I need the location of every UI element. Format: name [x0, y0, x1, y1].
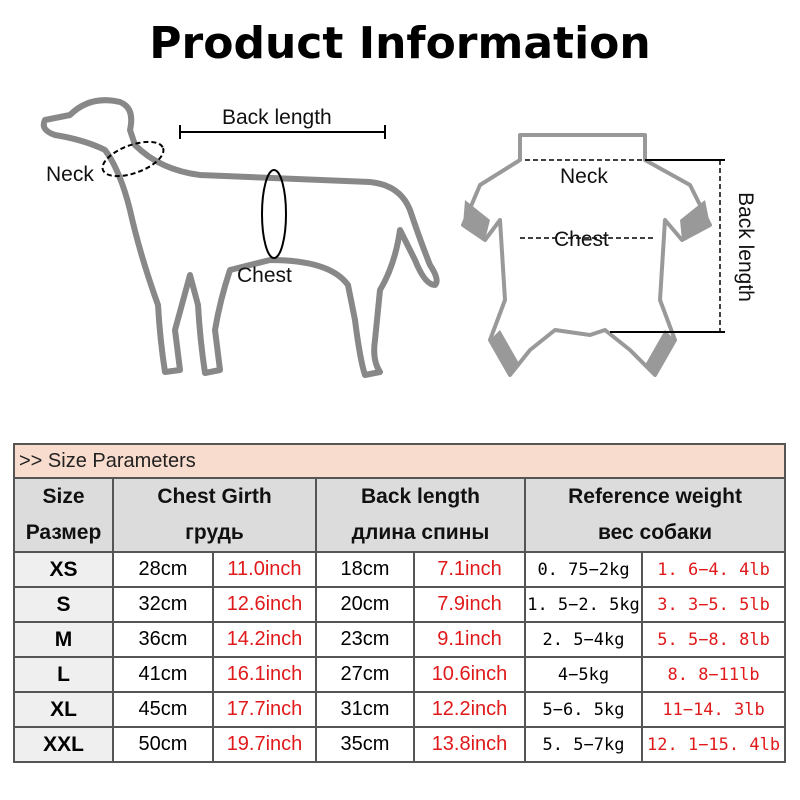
cell-chest-in: 19.7inch — [212, 726, 317, 763]
header-reference-weight: Reference weight вес собаки — [523, 477, 787, 553]
chest-marker — [261, 169, 287, 259]
cell-chest-cm: 41cm — [112, 656, 214, 693]
cell-chest-cm: 45cm — [112, 691, 214, 728]
cell-chest-in: 11.0inch — [212, 551, 317, 588]
dog-chest-label: Chest — [237, 264, 292, 287]
table-row: XXL 50cm 19.7inch 35cm 13.8inch 5. 5−7kg 12. 1… — [13, 726, 787, 763]
cell-back-cm: 31cm — [315, 691, 415, 728]
cell-weight-kg: 1. 5−2. 5kg — [524, 586, 643, 623]
page-title: Product Information — [149, 18, 651, 69]
cell-size: S — [13, 586, 114, 623]
cell-weight-lb: 1. 6−4. 4lb — [640, 551, 787, 588]
cell-chest-in: 12.6inch — [212, 586, 317, 623]
garment-illustration — [461, 133, 725, 377]
cell-weight-lb: 5. 5−8. 8lb — [640, 621, 787, 658]
cell-size: M — [13, 621, 114, 658]
cell-weight-kg: 5. 5−7kg — [524, 726, 643, 763]
cell-back-in: 13.8inch — [413, 726, 526, 763]
cell-size: XL — [13, 691, 114, 728]
cell-size: XS — [13, 551, 114, 588]
table-row: XS 28cm 11.0inch 18cm 7.1inch 0. 75−2kg 1. 6−4… — [13, 551, 787, 588]
cell-back-cm: 23cm — [315, 621, 415, 658]
cell-back-in: 12.2inch — [413, 691, 526, 728]
header-row: Size Размер Chest Girth грудь Back length д… — [13, 477, 787, 553]
cell-weight-lb: 12. 1−15. 4lb — [640, 726, 787, 763]
cell-chest-cm: 50cm — [112, 726, 214, 763]
dog-back-length-label: Back length — [222, 106, 332, 129]
cell-chest-in: 16.1inch — [212, 656, 317, 693]
size-table: >> Size Parameters Size Размер Chest Girt… — [12, 443, 787, 763]
cell-back-in: 10.6inch — [413, 656, 526, 693]
table-row: M 36cm 14.2inch 23cm 9.1inch 2. 5−4kg 5. 5−8. … — [13, 621, 787, 658]
cell-back-in: 7.1inch — [413, 551, 526, 588]
cell-chest-cm: 32cm — [112, 586, 214, 623]
cell-back-in: 9.1inch — [413, 621, 526, 658]
cell-size: XXL — [13, 726, 114, 763]
cell-weight-kg: 0. 75−2kg — [524, 551, 643, 588]
cell-chest-cm: 28cm — [112, 551, 214, 588]
size-parameters-banner: >> Size Parameters — [12, 443, 787, 479]
garment-back-length-label: Back length — [734, 192, 757, 302]
header-chest-girth: Chest Girth грудь — [112, 477, 317, 553]
cell-chest-cm: 36cm — [112, 621, 214, 658]
cell-chest-in: 14.2inch — [212, 621, 317, 658]
cell-back-cm: 18cm — [315, 551, 415, 588]
neck-marker — [101, 140, 165, 178]
header-back-length: Back length длина спины — [315, 477, 526, 553]
cell-weight-lb: 3. 3−5. 5lb — [640, 586, 787, 623]
header-size: Size Размер — [13, 477, 114, 553]
dog-neck-label: Neck — [46, 163, 94, 186]
table-row: S 32cm 12.6inch 20cm 7.9inch 1. 5−2. 5kg 3. 3−… — [13, 586, 787, 623]
cell-chest-in: 17.7inch — [212, 691, 317, 728]
cell-back-cm: 35cm — [315, 726, 415, 763]
cell-back-cm: 20cm — [315, 586, 415, 623]
cell-size: L — [13, 656, 114, 693]
cell-weight-lb: 8. 8−11lb — [640, 656, 787, 693]
cell-weight-kg: 2. 5−4kg — [524, 621, 643, 658]
garment-neck-label: Neck — [560, 165, 608, 188]
cell-weight-lb: 11−14. 3lb — [640, 691, 787, 728]
garment-chest-label: Chest — [554, 228, 609, 251]
dog-illustration — [40, 97, 440, 378]
table-row: XL 45cm 17.7inch 31cm 12.2inch 5−6. 5kg 11−14.… — [13, 691, 787, 728]
cell-back-cm: 27cm — [315, 656, 415, 693]
cell-weight-kg: 5−6. 5kg — [524, 691, 643, 728]
cell-weight-kg: 4−5kg — [524, 656, 643, 693]
cell-back-in: 7.9inch — [413, 586, 526, 623]
table-row: L 41cm 16.1inch 27cm 10.6inch 4−5kg 8. 8−11lb — [13, 656, 787, 693]
